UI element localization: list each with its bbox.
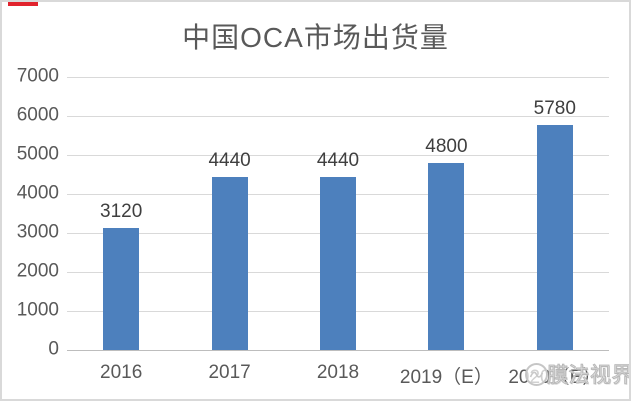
- bar-value-label: 4440: [208, 149, 251, 171]
- y-tick-label: 5000: [16, 143, 59, 165]
- y-tick-label: 2000: [16, 260, 59, 282]
- bar-2016: [103, 228, 140, 350]
- gridline: [67, 76, 609, 78]
- y-tick-label: 7000: [16, 65, 59, 87]
- watermark: 膜法视界: [523, 359, 631, 389]
- x-axis-label: 2017: [208, 362, 251, 383]
- y-tick-label: 6000: [16, 104, 59, 126]
- bar-2018: [320, 176, 356, 350]
- watermark-logo-icon: [523, 361, 550, 388]
- watermark-text: 膜法视界: [547, 364, 631, 388]
- bar-2020（E）: [536, 124, 573, 350]
- y-tick-label: 0: [48, 338, 59, 360]
- x-axis-line: [67, 349, 609, 351]
- x-axis-label: 2018: [316, 362, 360, 383]
- bar-value-label: 5780: [533, 97, 576, 119]
- x-axis-label: 2016: [100, 362, 143, 383]
- gridline: [67, 154, 609, 156]
- bar-2017: [211, 176, 248, 350]
- bar-value-label: 3120: [100, 201, 143, 223]
- plot-area: 0 1000 2000 3000 4000 5000 6000 7000 3120 2016 444…: [17, 66, 609, 388]
- bar-value-label: 4440: [316, 149, 360, 171]
- bar-2019（E）: [428, 162, 465, 350]
- bar-value-label: 4800: [425, 135, 468, 157]
- chart-title: 中国OCA市场出货量: [182, 22, 449, 53]
- y-tick-label: 4000: [16, 182, 59, 204]
- gridline: [67, 115, 609, 117]
- y-tick-label: 1000: [16, 299, 59, 321]
- x-axis-label: 2019（E）: [399, 367, 493, 388]
- y-tick-label: 3000: [16, 221, 59, 243]
- red-accent-mark: [8, 2, 38, 6]
